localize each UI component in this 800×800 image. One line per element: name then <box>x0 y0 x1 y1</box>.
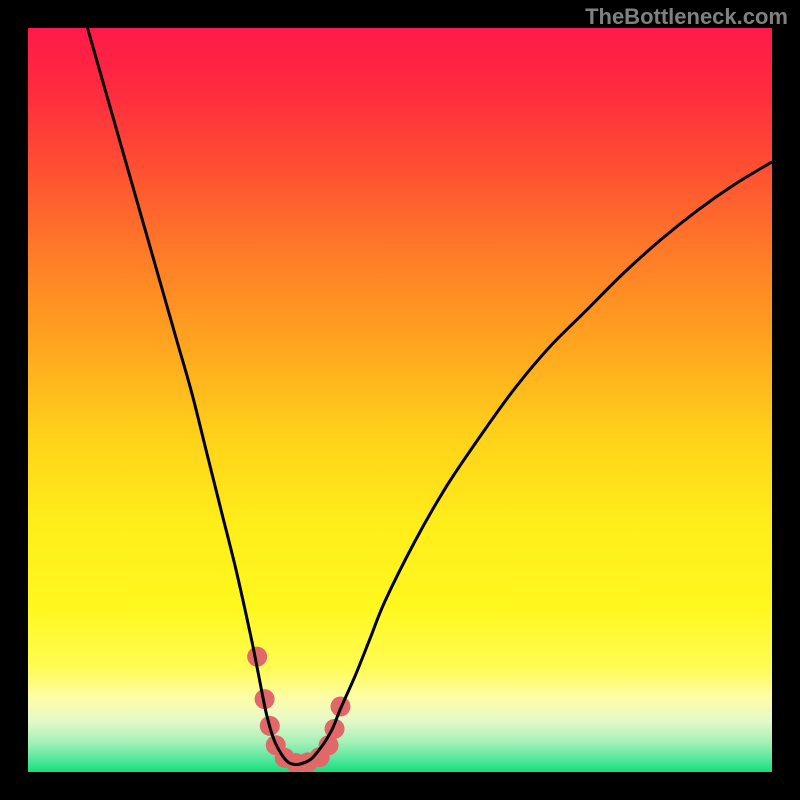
watermark-text: TheBottleneck.com <box>585 4 788 30</box>
gradient-panel <box>28 28 772 772</box>
bottleneck-curve-chart <box>0 0 800 800</box>
chart-frame: TheBottleneck.com <box>0 0 800 800</box>
